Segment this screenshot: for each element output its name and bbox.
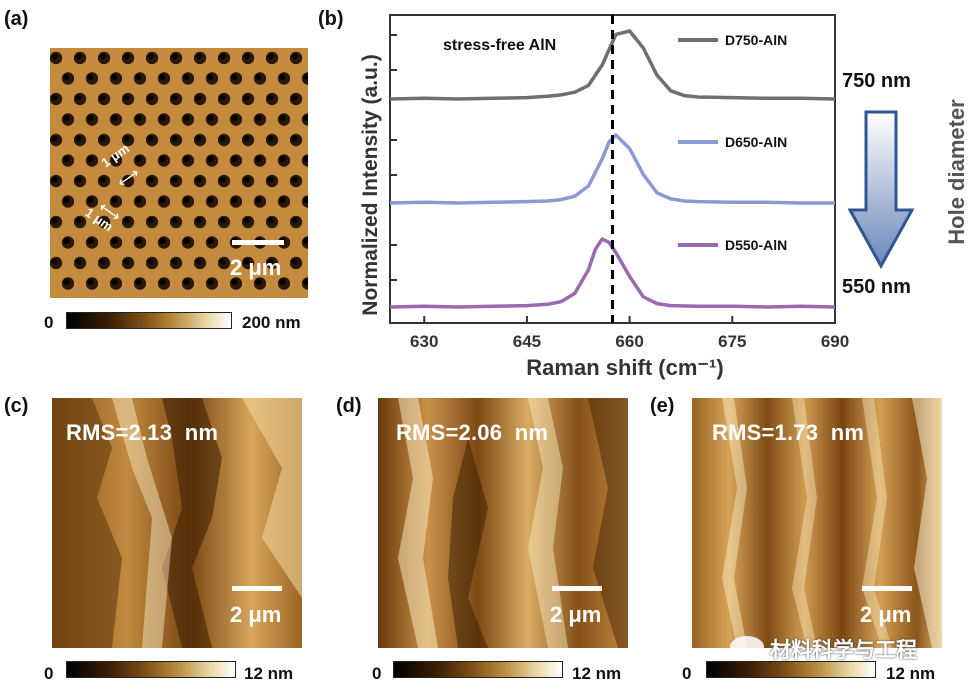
scale-label-a: 2 μm [230, 255, 282, 280]
afm-image-d [378, 398, 628, 648]
scale-bar-d [552, 586, 602, 591]
rms-value-e: RMS=1.73 nm [712, 420, 865, 445]
stress-free-annotation: stress-free AlN [443, 37, 556, 54]
scale-label-e: 2 μm [860, 602, 912, 627]
panel-b-label: (b) [318, 8, 344, 30]
afm-image-c [52, 398, 302, 648]
panel-a-label: (a) [4, 8, 29, 30]
colorbar-a-min: 0 [44, 313, 54, 332]
colorbar-d-max: 12 nm [572, 664, 622, 683]
legend-label-1: D650-AlN [725, 134, 787, 150]
afm-hole-array-image [50, 48, 308, 298]
x-tick-label-4: 690 [821, 332, 849, 351]
colorbar-c [66, 661, 236, 678]
colorbar-e-min: 0 [682, 664, 692, 683]
series-line-2 [389, 237, 836, 309]
legend-label-2: D550-AlN [725, 237, 787, 253]
x-tick-label-2: 660 [615, 332, 643, 351]
panel-d-label: (d) [336, 395, 362, 417]
hole-diameter-axis-label: Hole diameter [944, 99, 969, 245]
scale-bar-e [862, 586, 912, 591]
panel-e-label: (e) [650, 395, 675, 417]
x-tick-label-0: 630 [410, 332, 438, 351]
hole-diameter-top: 750 nm [842, 70, 911, 92]
scale-label-c: 2 μm [230, 602, 282, 627]
x-tick-label-3: 675 [718, 332, 746, 351]
legend-label-0: D750-AlN [725, 32, 787, 48]
colorbar-e [706, 661, 876, 678]
series-line-0 [389, 29, 836, 101]
down-arrow-icon [848, 110, 914, 270]
colorbar-d [393, 661, 563, 678]
wechat-icon [730, 636, 764, 658]
panel-c-label: (c) [4, 395, 29, 417]
scale-bar-c [232, 586, 282, 591]
colorbar-a [66, 312, 232, 329]
afm-image-e [692, 398, 942, 648]
raman-chart: Normalized Intensity (a.u.) Raman shift … [359, 14, 849, 380]
colorbar-e-max: 12 nm [886, 664, 936, 683]
hole-diameter-bottom: 550 nm [842, 276, 911, 298]
rms-value-c: RMS=2.13 nm [66, 420, 219, 445]
scale-label-d: 2 μm [550, 602, 602, 627]
watermark-text: 材料科学与工程 [770, 639, 917, 662]
y-axis-label: Normalized Intensity (a.u.) [359, 54, 382, 315]
x-tick-label-1: 645 [513, 332, 541, 351]
colorbar-c-max: 12 nm [244, 664, 294, 683]
scale-bar-a [232, 240, 284, 245]
colorbar-a-max: 200 nm [242, 313, 301, 332]
colorbar-c-min: 0 [44, 664, 54, 683]
x-axis-label: Raman shift (cm⁻¹) [526, 355, 723, 380]
colorbar-d-min: 0 [372, 664, 382, 683]
rms-value-d: RMS=2.06 nm [396, 420, 549, 445]
